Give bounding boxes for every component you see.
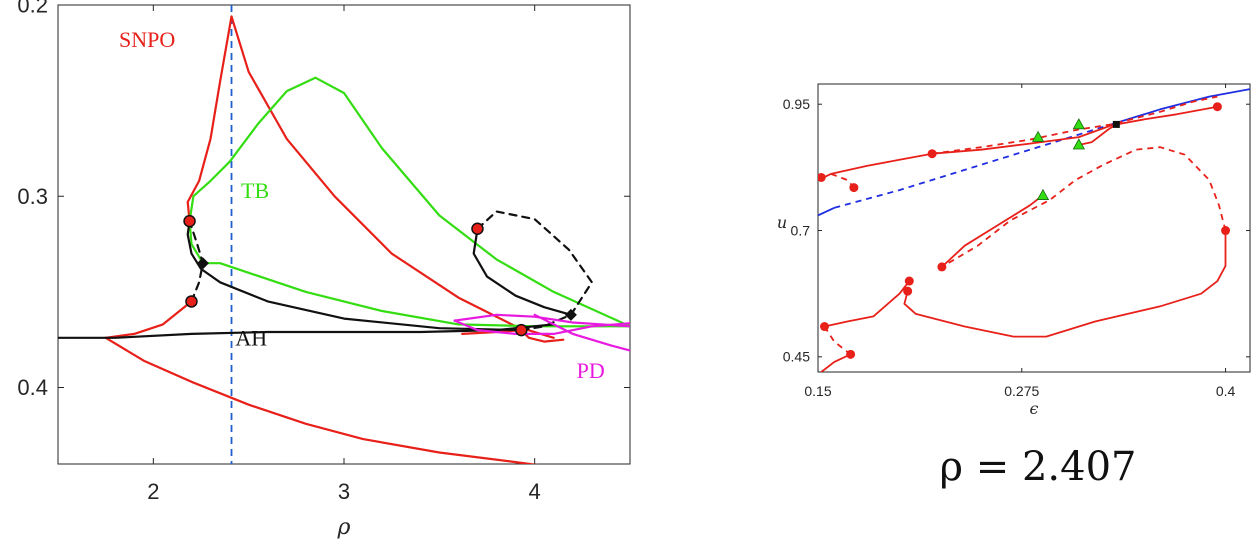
series-line-8 — [186, 220, 523, 332]
plot-content — [58, 5, 630, 464]
series-line-3 — [230, 15, 555, 339]
curve-label-1: TB — [241, 178, 269, 203]
marker-circle-1 — [185, 295, 198, 308]
y-tick-label: 0.4 — [17, 375, 48, 400]
curve-label-3: PD — [577, 358, 605, 383]
series-line-0 — [104, 300, 193, 339]
series-line-2 — [186, 15, 233, 223]
marker-diamond-5 — [564, 308, 577, 321]
marker-circle-2 — [471, 222, 484, 236]
series-line-12 — [453, 313, 630, 328]
x-tick-label: 2 — [147, 479, 159, 504]
marker-circle-3 — [515, 323, 528, 337]
y-tick-label: 0.3 — [17, 184, 48, 209]
curve-label-0: SNPO — [119, 27, 175, 52]
series-line-14 — [533, 313, 630, 352]
x-axis-label: ρ — [337, 515, 351, 540]
x-tick-label: 3 — [338, 479, 350, 504]
series-line-11 — [476, 210, 593, 332]
series-line-10 — [472, 227, 572, 316]
series-line-6 — [188, 220, 630, 328]
series-line-1 — [104, 336, 539, 464]
marker-diamond-4 — [196, 257, 209, 270]
x-tick-label: 4 — [529, 479, 541, 504]
series-line-5 — [188, 76, 630, 328]
series-line-13 — [453, 319, 630, 335]
y-tick-label: 0.2 — [17, 0, 48, 18]
marker-circle-0 — [183, 214, 196, 228]
curve-label-2: AH — [235, 325, 267, 350]
plot-area — [57, 4, 631, 465]
